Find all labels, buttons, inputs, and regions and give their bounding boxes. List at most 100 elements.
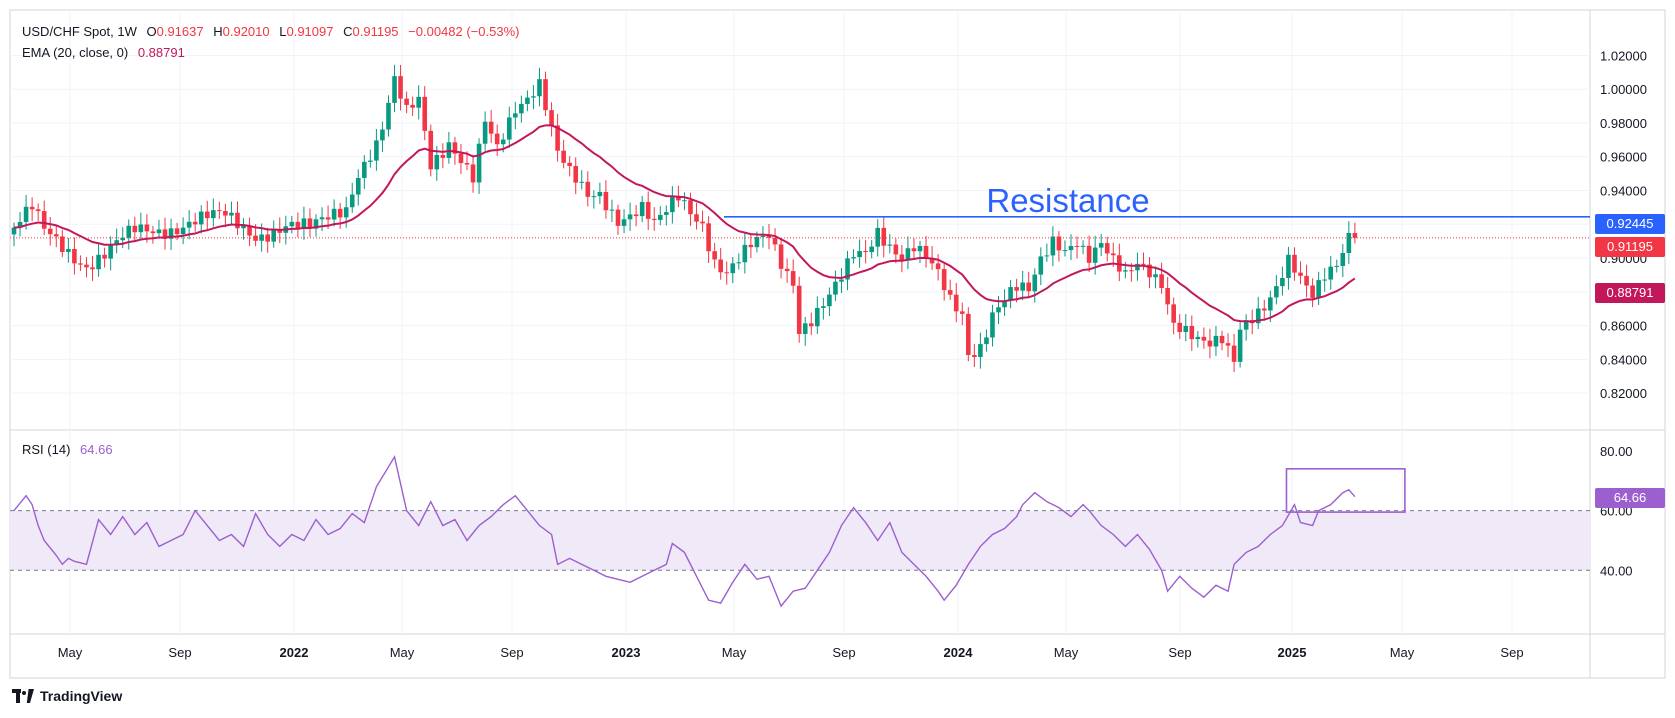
candle-body[interactable] — [307, 218, 313, 229]
candle-body[interactable] — [150, 231, 156, 234]
candle-body[interactable] — [1261, 308, 1267, 311]
candle-body[interactable] — [579, 181, 585, 183]
candle-body[interactable] — [639, 201, 645, 217]
candle-body[interactable] — [108, 244, 113, 259]
candle-body[interactable] — [1316, 280, 1321, 298]
candle-body[interactable] — [863, 251, 868, 253]
candle-body[interactable] — [1002, 300, 1007, 308]
candle-body[interactable] — [815, 307, 820, 327]
candle-body[interactable] — [440, 154, 446, 158]
candle-body[interactable] — [513, 113, 518, 118]
ema-label[interactable]: EMA (20, close, 0) — [22, 45, 129, 60]
candle-body[interactable] — [887, 244, 893, 246]
candle-body[interactable] — [102, 254, 107, 259]
candle-body[interactable] — [688, 200, 693, 215]
candle-body[interactable] — [374, 140, 379, 161]
candle-body[interactable] — [657, 214, 663, 220]
candle-body[interactable] — [561, 150, 566, 163]
candle-body[interactable] — [573, 166, 579, 183]
candle-body[interactable] — [796, 285, 802, 334]
candle-body[interactable] — [736, 262, 742, 264]
candle-body[interactable] — [772, 237, 778, 245]
candle-body[interactable] — [911, 248, 917, 252]
candle-body[interactable] — [422, 96, 428, 131]
candle-body[interactable] — [929, 257, 935, 264]
candle-body[interactable] — [766, 235, 772, 238]
candle-body[interactable] — [1195, 336, 1201, 340]
candle-body[interactable] — [174, 228, 180, 235]
candle-body[interactable] — [482, 121, 488, 144]
candle-body[interactable] — [1014, 287, 1019, 291]
candle-body[interactable] — [271, 229, 277, 242]
candle-body[interactable] — [549, 110, 554, 126]
candle-body[interactable] — [790, 271, 796, 286]
candle-body[interactable] — [700, 221, 705, 224]
candle-body[interactable] — [1255, 308, 1261, 324]
candle-body[interactable] — [712, 251, 717, 260]
candle-body[interactable] — [857, 251, 862, 258]
candle-body[interactable] — [96, 254, 101, 270]
candle-body[interactable] — [845, 258, 850, 280]
candle-body[interactable] — [609, 209, 615, 211]
candle-body[interactable] — [706, 223, 711, 252]
candle-body[interactable] — [923, 245, 929, 258]
candle-body[interactable] — [1038, 256, 1044, 275]
candle-body[interactable] — [1322, 279, 1327, 281]
candle-body[interactable] — [537, 79, 542, 97]
candle-body[interactable] — [355, 177, 361, 195]
candle-body[interactable] — [247, 225, 252, 236]
candle-body[interactable] — [1183, 325, 1189, 332]
ema-polyline[interactable] — [13, 124, 1356, 323]
candle-body[interactable] — [90, 267, 95, 270]
candle-body[interactable] — [1231, 345, 1237, 362]
candle-body[interactable] — [1280, 277, 1285, 287]
candle-body[interactable] — [66, 248, 71, 252]
symbol-label[interactable]: USD/CHF Spot, 1W — [22, 24, 137, 39]
candle-body[interactable] — [1243, 320, 1249, 330]
candle-body[interactable] — [881, 227, 887, 246]
candle-body[interactable] — [1304, 275, 1309, 286]
candle-body[interactable] — [1286, 254, 1291, 278]
candle-body[interactable] — [724, 272, 730, 274]
candle-body[interactable] — [984, 337, 989, 345]
candle-body[interactable] — [1328, 266, 1334, 280]
candle-body[interactable] — [53, 234, 59, 237]
candle-body[interactable] — [198, 211, 204, 225]
candle-body[interactable] — [337, 208, 343, 218]
candle-body[interactable] — [778, 244, 784, 269]
candle-body[interactable] — [645, 201, 651, 219]
candle-body[interactable] — [1117, 255, 1122, 272]
candle-body[interactable] — [35, 209, 41, 212]
candle-body[interactable] — [1092, 247, 1098, 263]
candle-body[interactable] — [180, 227, 186, 235]
candle-body[interactable] — [1123, 270, 1128, 272]
candle-body[interactable] — [1268, 297, 1273, 311]
candle-body[interactable] — [802, 323, 808, 334]
candle-body[interactable] — [651, 218, 657, 220]
candle-body[interactable] — [494, 133, 500, 145]
candle-body[interactable] — [676, 197, 681, 201]
candle-body[interactable] — [1104, 243, 1110, 254]
candle-body[interactable] — [978, 344, 983, 357]
candle-body[interactable] — [875, 227, 881, 247]
candle-body[interactable] — [664, 212, 669, 215]
candle-body[interactable] — [126, 225, 132, 238]
candle-body[interactable] — [23, 206, 29, 222]
candle-body[interactable] — [301, 218, 307, 229]
candle-body[interactable] — [398, 76, 403, 99]
candle-body[interactable] — [627, 214, 633, 220]
candle-body[interactable] — [597, 191, 603, 197]
candle-body[interactable] — [1135, 263, 1140, 271]
candle-body[interactable] — [718, 259, 723, 273]
candle-body[interactable] — [1147, 264, 1152, 278]
candle-body[interactable] — [893, 244, 899, 255]
candle-body[interactable] — [827, 294, 832, 307]
candle-body[interactable] — [585, 181, 591, 197]
candle-body[interactable] — [953, 294, 959, 312]
candle-body[interactable] — [343, 207, 349, 218]
candle-body[interactable] — [1062, 250, 1068, 252]
candle-body[interactable] — [41, 211, 47, 229]
time-axis[interactable]: May Sep 2022 May Sep 2023 May Sep 2024 May Sep 2025… — [58, 645, 1524, 660]
candle-body[interactable] — [186, 221, 192, 228]
candle-body[interactable] — [1219, 335, 1225, 344]
